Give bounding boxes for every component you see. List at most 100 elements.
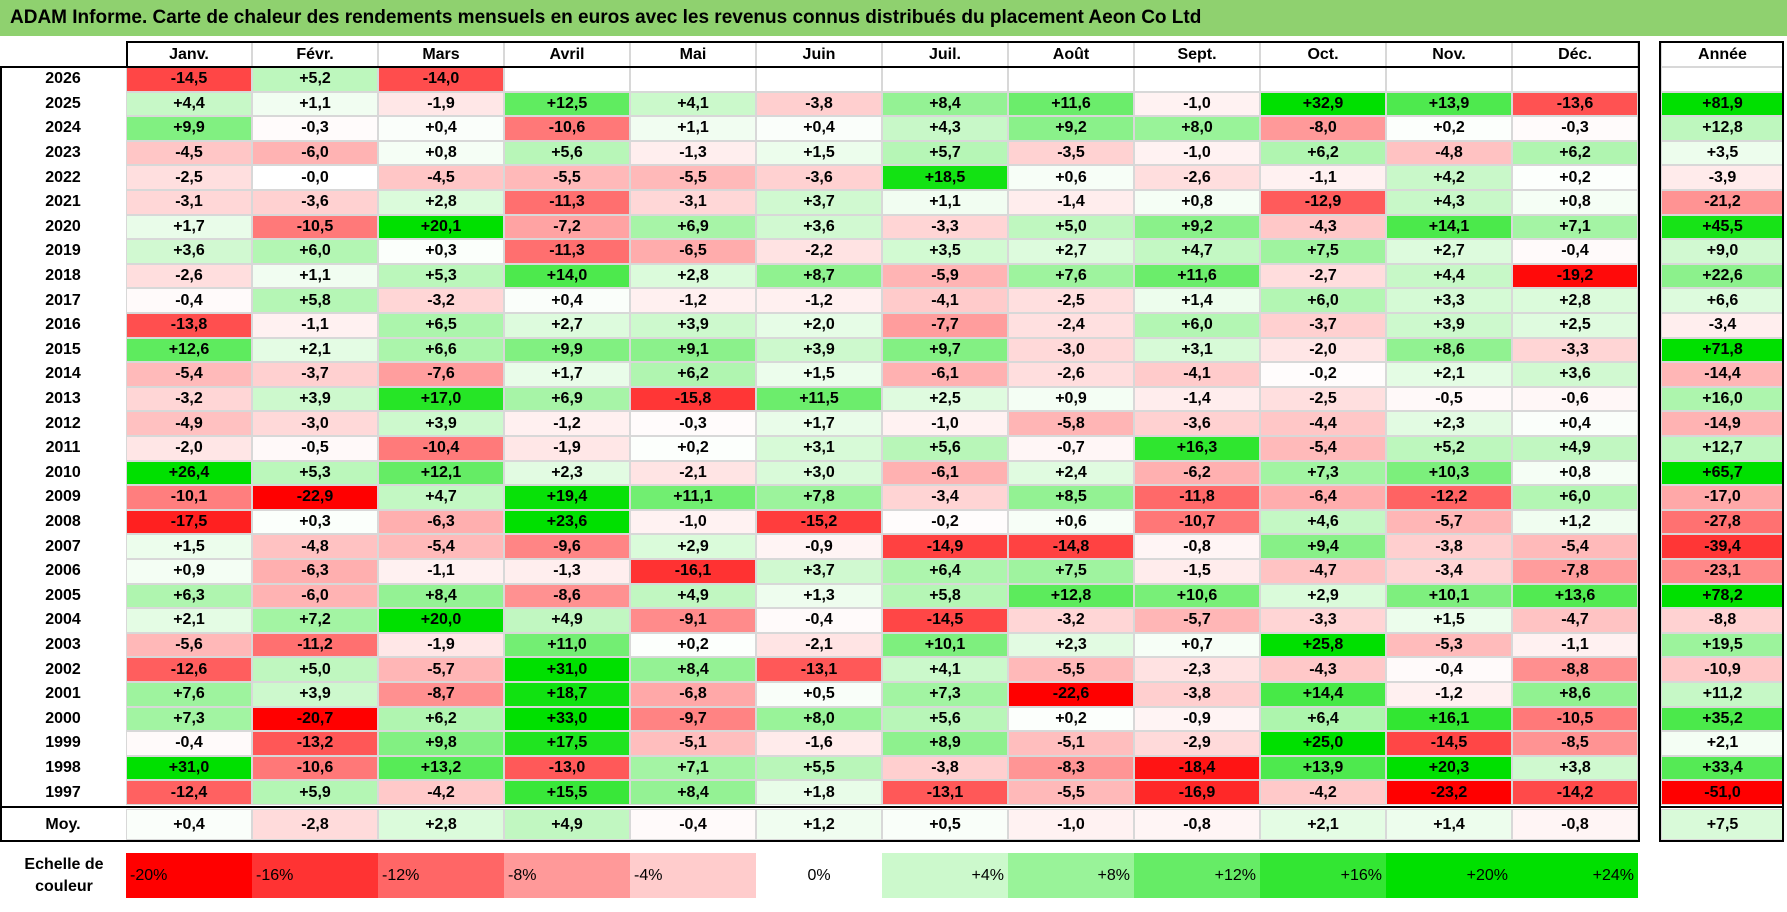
month-header: Sept. [1134,42,1260,67]
heatmap-cell: +5,2 [252,67,378,92]
heatmap-cell: +6,3 [126,583,252,609]
heatmap-cell: -6,0 [252,583,378,609]
heatmap-cell: -5,7 [1134,608,1260,633]
heatmap-cell: +9,1 [630,337,756,363]
year-label: 2019 [0,239,126,264]
heatmap-cell: +3,9 [756,337,882,363]
heatmap-cell: -0,6 [1512,386,1638,412]
heatmap-cell: -14,8 [1008,534,1134,559]
heatmap-cell: +1,5 [126,534,252,559]
year-total-cell: +2,1 [1661,731,1784,756]
heatmap-cell: -2,6 [1008,362,1134,387]
heatmap-cell: -20,7 [252,706,378,732]
heatmap-cell: -2,7 [1260,263,1386,289]
heatmap-cell [1008,67,1134,92]
heatmap-cell: -3,0 [252,411,378,436]
heatmap-cell: +2,8 [630,263,756,289]
year-label: 2020 [0,214,126,240]
year-label: 2024 [0,116,126,141]
year-label: 1999 [0,731,126,756]
heatmap-cell: +2,3 [1008,632,1134,658]
year-total-cell: -3,4 [1661,313,1784,338]
year-column-header: Année [1661,42,1784,67]
heatmap-cell: -6,2 [1134,460,1260,486]
year-label: 2018 [0,263,126,289]
heatmap-cell: +0,7 [1134,632,1260,658]
heatmap-cell: -3,6 [1134,411,1260,436]
heatmap-cell: -2,4 [1008,313,1134,338]
year-total-cell: +35,2 [1661,706,1784,732]
heatmap-cell: +6,0 [1134,313,1260,338]
year-label: 2010 [0,460,126,486]
year-label: 2001 [0,682,126,707]
heatmap-cell: -3,8 [756,91,882,117]
year-label: 1997 [0,780,126,805]
average-cell: +0,5 [882,809,1008,840]
heatmap-cell: +1,5 [1386,608,1512,633]
heatmap-cell: +4,7 [378,485,504,510]
year-total-cell: -23,1 [1661,559,1784,584]
heatmap-cell: +5,8 [252,288,378,313]
heatmap-cell: +1,1 [630,116,756,141]
heatmap-cell: +9,9 [504,337,630,363]
heatmap-cell: -0,4 [126,731,252,756]
heatmap-cell: +6,2 [630,362,756,387]
heatmap-cell: -0,5 [1386,386,1512,412]
heatmap-cell: +3,9 [252,386,378,412]
heatmap-cell: -2,5 [1260,386,1386,412]
heatmap-cell: +5,0 [252,657,378,682]
year-total-cell: -17,0 [1661,485,1784,510]
heatmap-cell: -1,1 [252,313,378,338]
year-label: 2011 [0,436,126,461]
year-label: 2012 [0,411,126,436]
heatmap-cell: -2,1 [630,460,756,486]
heatmap-cell: +7,5 [1008,559,1134,584]
heatmap-cell: +4,4 [126,91,252,117]
heatmap-cell: -2,9 [1134,731,1260,756]
heatmap-cell: +5,0 [1008,214,1134,240]
heatmap-cell: -14,9 [882,534,1008,559]
heatmap-cell: +2,3 [504,460,630,486]
heatmap-cell: -6,3 [378,509,504,535]
heatmap-cell: +1,1 [252,263,378,289]
heatmap-cell: -3,7 [252,362,378,387]
legend-swatch: -16% [252,853,378,898]
year-total-cell: -10,9 [1661,657,1784,682]
heatmap-cell: +2,8 [378,190,504,215]
heatmap-cell: +3,9 [1386,313,1512,338]
heatmap-cell: -1,2 [630,288,756,313]
heatmap-cell: -13,6 [1512,91,1638,117]
heatmap-cell: -3,8 [1134,682,1260,707]
heatmap-cell: +9,8 [378,731,504,756]
heatmap-cell: +19,4 [504,485,630,510]
heatmap-cell: -8,7 [378,682,504,707]
heatmap-cell: +7,2 [252,608,378,633]
legend-label-line2: couleur [35,878,93,895]
year-label: 2013 [0,386,126,412]
heatmap-cell: -3,8 [882,755,1008,781]
heatmap-cell: -3,6 [252,190,378,215]
heatmap-cell: -10,7 [1134,509,1260,535]
heatmap-cell: +23,6 [504,509,630,535]
year-total-cell: -21,2 [1661,190,1784,215]
heatmap-cell: +8,4 [630,657,756,682]
heatmap-cell: +1,7 [504,362,630,387]
heatmap-cell: +9,2 [1134,214,1260,240]
heatmap-cell: -2,2 [756,239,882,264]
heatmap-cell: +16,1 [1386,706,1512,732]
heatmap-cell [882,67,1008,92]
heatmap-cell: +6,2 [378,706,504,732]
heatmap-cell: -10,6 [252,755,378,781]
year-label: 2022 [0,165,126,190]
year-total-cell: +78,2 [1661,583,1784,609]
heatmap-cell: -7,7 [882,313,1008,338]
heatmap-cell: +12,6 [126,337,252,363]
heatmap-cell: -3,1 [126,190,252,215]
year-label: 2002 [0,657,126,682]
heatmap-cell: +12,1 [378,460,504,486]
heatmap-cell: +8,6 [1512,682,1638,707]
heatmap-cell: -5,1 [1008,731,1134,756]
heatmap-cell: -0,0 [252,165,378,190]
year-label: 2006 [0,559,126,584]
heatmap-cell: +2,7 [1386,239,1512,264]
